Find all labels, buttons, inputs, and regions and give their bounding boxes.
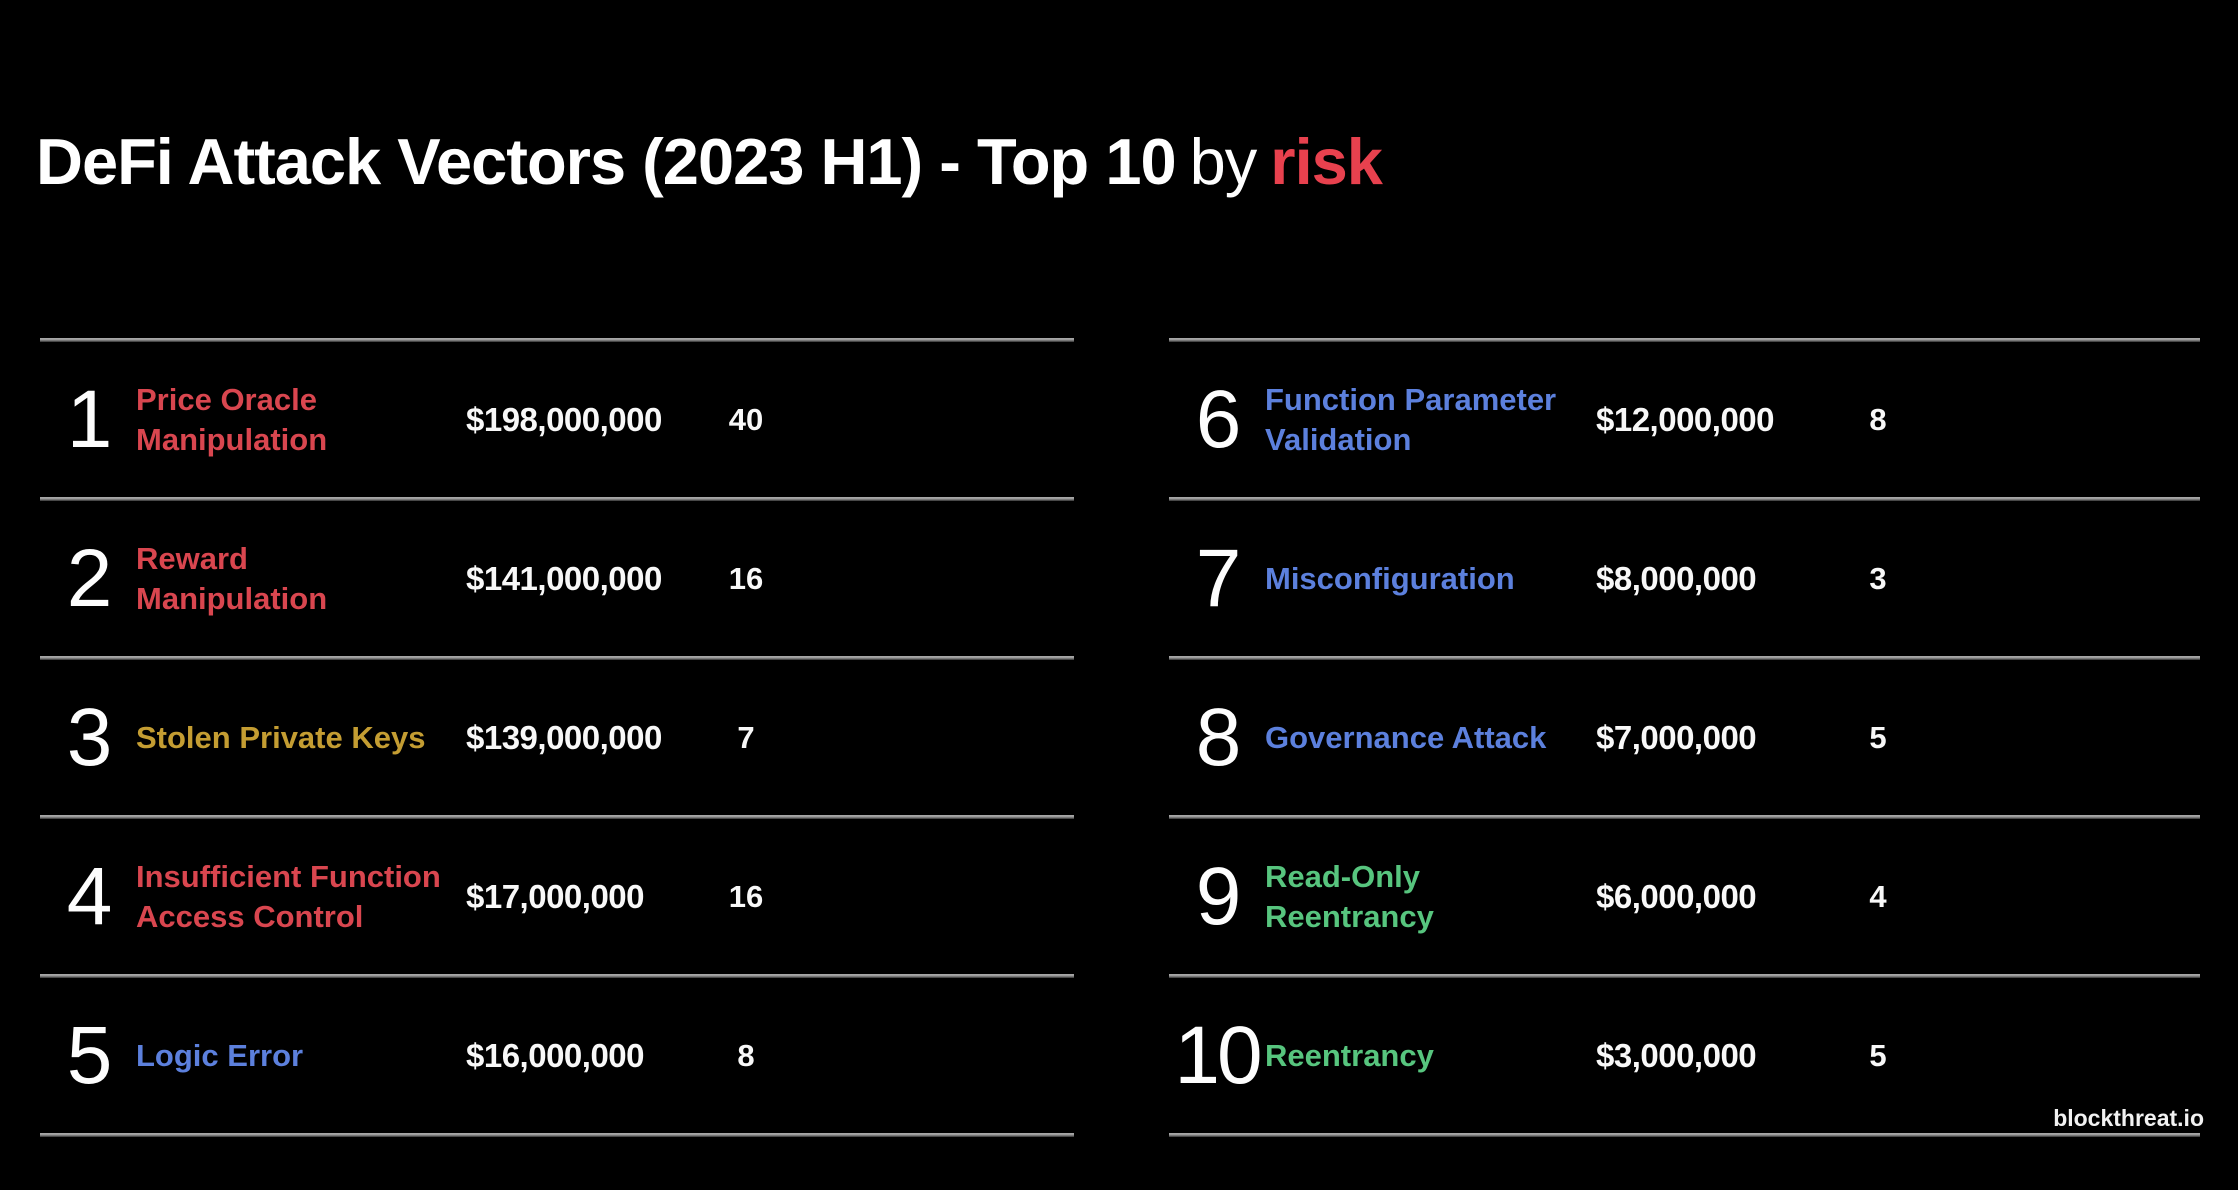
ranking-row-1: 1 Price Oracle Manipulation $198,000,000… [40,342,1074,497]
attack-vector-label: Misconfiguration [1265,560,1515,596]
incident-count: 16 [728,878,764,914]
rank-number: 4 [66,850,113,942]
incident-count: 7 [737,719,755,755]
title-main: DeFi Attack Vectors (2023 H1) - Top 10 [36,125,1177,198]
ranking-row-2: 2 Reward Manipulation $141,000,000 16 [40,501,1074,656]
rank-number: 3 [66,691,113,783]
attack-vector-label: Function Parameter Validation [1265,381,1557,457]
loss-amount: $7,000,000 [1596,718,1757,756]
ranking-row-3: 3 Stolen Private Keys $139,000,000 7 [40,660,1074,815]
page-title: DeFi Attack Vectors (2023 H1) - Top 10 by… [36,124,1383,199]
loss-amount: $8,000,000 [1596,559,1757,597]
title-connector: by [1189,125,1258,198]
ranking-right-column: 6 Function Parameter Validation $12,000,… [1169,338,2200,1137]
attack-vector-label: Price Oracle Manipulation [136,381,328,457]
loss-amount: $139,000,000 [466,718,662,756]
rank-number: 6 [1195,373,1242,465]
rank-number: 2 [66,532,113,624]
rank-number: 8 [1195,691,1242,783]
row-divider [40,1133,1074,1137]
incident-count: 16 [728,560,764,596]
row-divider [40,656,1074,660]
row-divider [1169,974,2200,978]
attack-vector-label: Insufficient Function Access Control [136,858,441,934]
row-divider [40,974,1074,978]
loss-amount: $17,000,000 [466,877,645,915]
ranking-row-9: 9 Read-Only Reentrancy $6,000,000 4 [1169,819,2200,974]
brand-watermark: blockthreat.io [2053,1105,2204,1131]
loss-amount: $3,000,000 [1596,1036,1757,1074]
row-divider [40,497,1074,501]
loss-amount: $6,000,000 [1596,877,1757,915]
attack-vector-label: Read-Only Reentrancy [1265,858,1434,934]
row-divider [1169,338,2200,342]
loss-amount: $198,000,000 [466,400,662,438]
title-highlight: risk [1270,125,1383,198]
rank-number: 9 [1195,850,1242,942]
attack-vector-label: Reentrancy [1265,1037,1434,1073]
row-divider [1169,1133,2200,1137]
incident-count: 3 [1869,560,1887,596]
loss-amount: $16,000,000 [466,1036,645,1074]
incident-count: 5 [1869,1037,1887,1073]
rank-number: 5 [66,1009,113,1101]
ranking-row-5: 5 Logic Error $16,000,000 8 [40,978,1074,1133]
attack-vector-label: Reward Manipulation [136,540,328,616]
row-divider [40,338,1074,342]
row-divider [1169,656,2200,660]
ranking-left-column: 1 Price Oracle Manipulation $198,000,000… [40,338,1074,1137]
attack-vector-label: Governance Attack [1265,719,1547,755]
incident-count: 8 [737,1037,755,1073]
ranking-row-10: 10 Reentrancy $3,000,000 5 [1169,978,2200,1133]
attack-vector-label: Stolen Private Keys [136,719,426,755]
ranking-row-6: 6 Function Parameter Validation $12,000,… [1169,342,2200,497]
rank-number: 1 [66,373,113,465]
ranking-row-8: 8 Governance Attack $7,000,000 5 [1169,660,2200,815]
loss-amount: $12,000,000 [1596,400,1775,438]
loss-amount: $141,000,000 [466,559,662,597]
rank-number: 10 [1174,1009,1262,1101]
incident-count: 4 [1869,878,1887,914]
row-divider [40,815,1074,819]
incident-count: 8 [1869,401,1887,437]
incident-count: 40 [728,401,764,437]
rank-number: 7 [1195,532,1242,624]
incident-count: 5 [1869,719,1887,755]
ranking-row-7: 7 Misconfiguration $8,000,000 3 [1169,501,2200,656]
row-divider [1169,815,2200,819]
ranking-row-4: 4 Insufficient Function Access Control $… [40,819,1074,974]
row-divider [1169,497,2200,501]
attack-vector-label: Logic Error [136,1037,304,1073]
